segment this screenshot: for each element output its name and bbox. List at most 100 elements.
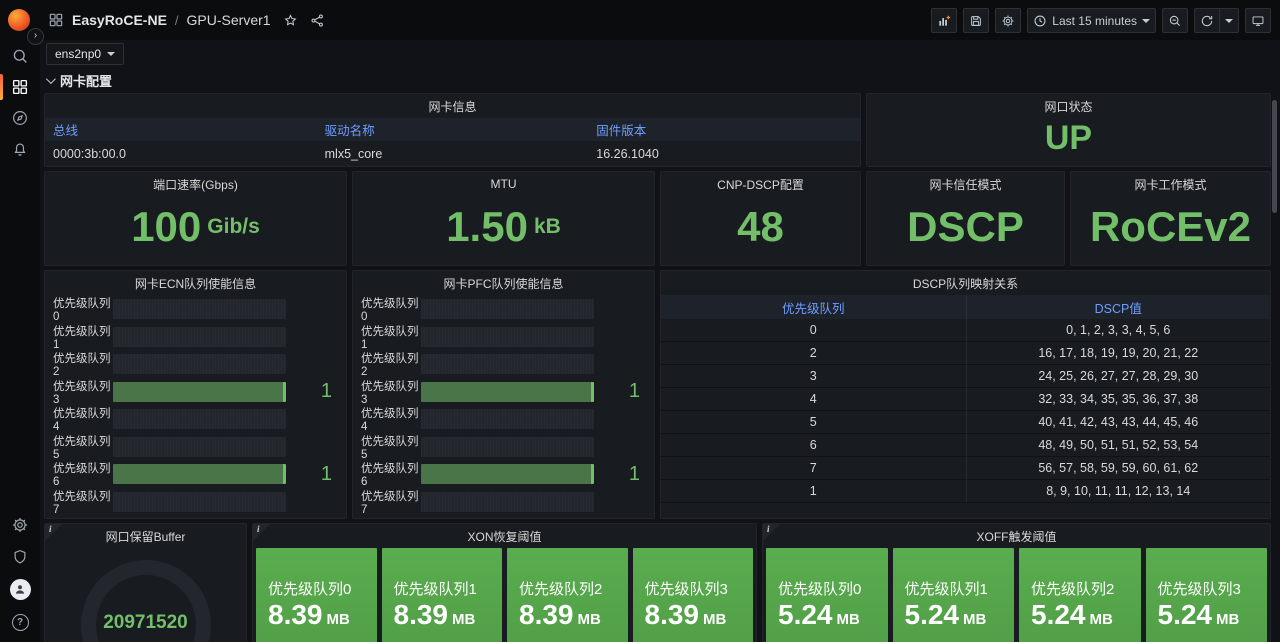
table-row: 5 40, 41, 42, 43, 43, 44, 45, 46: [661, 411, 1270, 434]
refresh-interval-dropdown[interactable]: [1220, 8, 1239, 33]
panel-dscp-mapping: DSCP队列映射关系 优先级队列 DSCP值 0 0, 1, 2, 3, 3, 4…: [660, 270, 1271, 519]
panel-title[interactable]: 网卡ECN队列使能信息: [134, 276, 257, 291]
panel-port-status: 网口状态 UP: [866, 93, 1271, 167]
tile-value: 5.24: [904, 599, 960, 630]
bar-label: 优先级队列5: [361, 435, 419, 461]
bar-label: 优先级队列0: [53, 298, 111, 323]
row-section-toggle[interactable]: 网卡配置: [45, 71, 113, 90]
panel-title[interactable]: CNP-DSCP配置: [717, 177, 804, 192]
column-header[interactable]: 固件版本: [596, 124, 647, 138]
bar-label: 优先级队列5: [53, 435, 111, 461]
variable-dropdown[interactable]: ens2np0: [46, 43, 125, 65]
cell-dscp: 56, 57, 58, 59, 59, 60, 61, 62: [965, 457, 1270, 480]
bar: [113, 299, 286, 319]
alerting-bell-icon[interactable]: [0, 135, 40, 163]
column-header[interactable]: DSCP值: [965, 295, 1271, 319]
cell-queue: 3: [661, 365, 966, 388]
save-dashboard-button[interactable]: [963, 8, 990, 33]
panel-title[interactable]: 端口速率(Gbps): [153, 177, 238, 192]
bar-label: 优先级队列4: [53, 408, 111, 434]
cell-bus: 0000:3b:00.0: [53, 146, 126, 161]
cell-queue: 6: [661, 434, 966, 457]
table-row: 4 32, 33, 34, 35, 35, 36, 37, 38: [661, 388, 1270, 411]
panel-title[interactable]: 网口状态: [1044, 99, 1093, 114]
add-panel-button[interactable]: [931, 8, 958, 33]
bar-gauge-row: 优先级队列5: [53, 436, 334, 461]
settings-gear-icon[interactable]: [0, 511, 40, 539]
time-range-label: Last 15 minutes: [1052, 13, 1137, 28]
time-range-picker[interactable]: Last 15 minutes: [1027, 8, 1156, 33]
panel-title[interactable]: DSCP队列映射关系: [912, 276, 1019, 291]
top-nav: EasyRoCE-NE / GPU-Server1: [40, 0, 1280, 40]
dashboards-icon[interactable]: [0, 73, 40, 101]
help-icon[interactable]: ?: [0, 608, 40, 636]
bar-gauge-row: 优先级队列7: [361, 491, 642, 516]
panel-title[interactable]: 网卡信任模式: [929, 177, 1002, 192]
panel-title[interactable]: 网卡PFC队列使能信息: [443, 276, 564, 291]
panel-title[interactable]: 网卡工作模式: [1134, 177, 1207, 192]
tile-value: 5.24: [1031, 599, 1086, 630]
panel-trust-mode: 网卡信任模式 DSCP: [866, 171, 1065, 266]
bar-gauge: 优先级队列0 优先级队列1 优先级队列2 优先级队列3 1 优先级队列4 优先级队…: [361, 298, 642, 516]
stat-value: RoCEv2: [1089, 202, 1252, 250]
active-indicator: [0, 74, 3, 100]
bar-label: 优先级队列7: [53, 490, 111, 516]
panel-reserved-buffer: i 网口保留Buffer 20971520: [44, 523, 247, 642]
bar-value: 1: [628, 462, 640, 485]
panel-title[interactable]: XON恢复阈值: [467, 529, 542, 544]
panel-info-icon[interactable]: i: [253, 524, 270, 541]
scrollbar[interactable]: [1272, 100, 1277, 213]
chevron-down-icon: [1142, 18, 1150, 23]
bar: [421, 436, 594, 457]
table-header: 总线 驱动名称 固件版本: [45, 118, 860, 141]
panel-title[interactable]: XOFF触发阈值: [976, 529, 1057, 544]
bar-label: 优先级队列2: [361, 353, 419, 379]
stat-tile: 优先级队列0 8.39 MB: [256, 548, 377, 642]
user-avatar[interactable]: [0, 575, 40, 603]
star-icon[interactable]: [283, 13, 298, 28]
column-header[interactable]: 驱动名称: [324, 124, 375, 138]
breadcrumb-app[interactable]: EasyRoCE-NE: [72, 12, 167, 28]
bar-label: 优先级队列6: [361, 463, 419, 489]
admin-shield-icon[interactable]: [0, 543, 40, 571]
stat-tile: 优先级队列2 5.24 MB: [1019, 548, 1141, 642]
zoom-out-button[interactable]: [1162, 8, 1188, 33]
bar: [421, 491, 594, 512]
share-icon[interactable]: [310, 13, 325, 28]
explore-compass-icon[interactable]: [0, 104, 40, 132]
panel-info-icon[interactable]: i: [45, 524, 62, 541]
bar-gauge-row: 优先级队列7: [53, 491, 334, 516]
dashboard-settings-button[interactable]: [995, 8, 1022, 33]
bar-label: 优先级队列1: [361, 325, 419, 351]
panel-title[interactable]: 网口保留Buffer: [105, 529, 186, 544]
bar-label: 优先级队列7: [361, 490, 419, 516]
tile-label: 优先级队列2: [519, 581, 603, 598]
cell-queue: 0: [661, 319, 966, 342]
panel-title[interactable]: MTU: [490, 177, 517, 191]
bar: [113, 436, 286, 457]
bar-gauge-row: 优先级队列4: [53, 408, 334, 433]
bar-gauge-row: 优先级队列3 1: [361, 380, 642, 406]
section-title: 网卡配置: [60, 74, 113, 89]
tile-unit: MB: [452, 611, 476, 628]
breadcrumb-separator: /: [174, 12, 179, 28]
bar: [421, 299, 594, 319]
cell-queue: 5: [661, 411, 966, 434]
table-row: 1 8, 9, 10, 11, 11, 12, 13, 14: [661, 480, 1270, 503]
bar: [113, 381, 286, 402]
column-header[interactable]: 优先级队列: [781, 301, 845, 316]
refresh-button[interactable]: [1194, 8, 1220, 33]
search-icon[interactable]: [0, 42, 40, 70]
grafana-logo[interactable]: [8, 9, 30, 31]
stat-tile: 优先级队列1 8.39 MB: [381, 548, 502, 642]
bar-label: 优先级队列4: [361, 408, 419, 434]
panel-title[interactable]: 网卡信息: [428, 99, 477, 114]
cell-queue: 1: [661, 480, 966, 503]
sidebar-expand-button[interactable]: ›: [27, 28, 44, 45]
breadcrumb: EasyRoCE-NE / GPU-Server1: [48, 12, 325, 28]
column-header[interactable]: 总线: [53, 124, 79, 138]
kiosk-mode-button[interactable]: [1245, 8, 1271, 33]
stat-value: DSCP: [907, 202, 1024, 250]
panel-info-icon[interactable]: i: [763, 524, 780, 541]
breadcrumb-page[interactable]: GPU-Server1: [186, 12, 271, 28]
